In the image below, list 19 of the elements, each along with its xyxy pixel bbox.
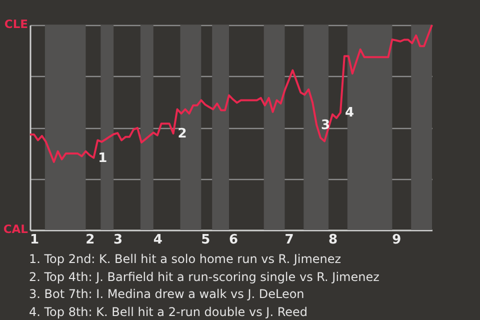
- x-tick-label: 5: [201, 232, 210, 248]
- x-tick-label: 7: [284, 232, 294, 248]
- text: 2. Top 4th: J. Barfield hit a run-scoring single vs R. Jimenez: [29, 268, 380, 286]
- x-tick-label: 1: [30, 232, 40, 248]
- x-tick-label: 2: [86, 232, 95, 248]
- text: 3. Bot 7th: I. Medina drew a walk vs J. DeLeon: [29, 286, 306, 303]
- x-tick-label: 8: [328, 232, 338, 248]
- text: 1. Top 2nd: K. Bell hit a solo home run vs R. Jimenez: [29, 251, 342, 268]
- x-tick-label: 6: [228, 232, 238, 248]
- x-tick-label: 4: [153, 232, 162, 248]
- x-tick-label: 9: [392, 232, 402, 248]
- annotation: 4: [344, 106, 354, 121]
- text: CAL: [3, 222, 29, 236]
- x-tick-label: 3: [114, 232, 123, 248]
- text: 4. Top 8th: K. Bell hit a 2-run double vs J. Reed: [29, 304, 309, 320]
- annotation: 2: [178, 126, 187, 142]
- text: CLE: [4, 17, 28, 31]
- annotation: 3: [321, 118, 330, 133]
- annotation: 1: [98, 150, 108, 166]
